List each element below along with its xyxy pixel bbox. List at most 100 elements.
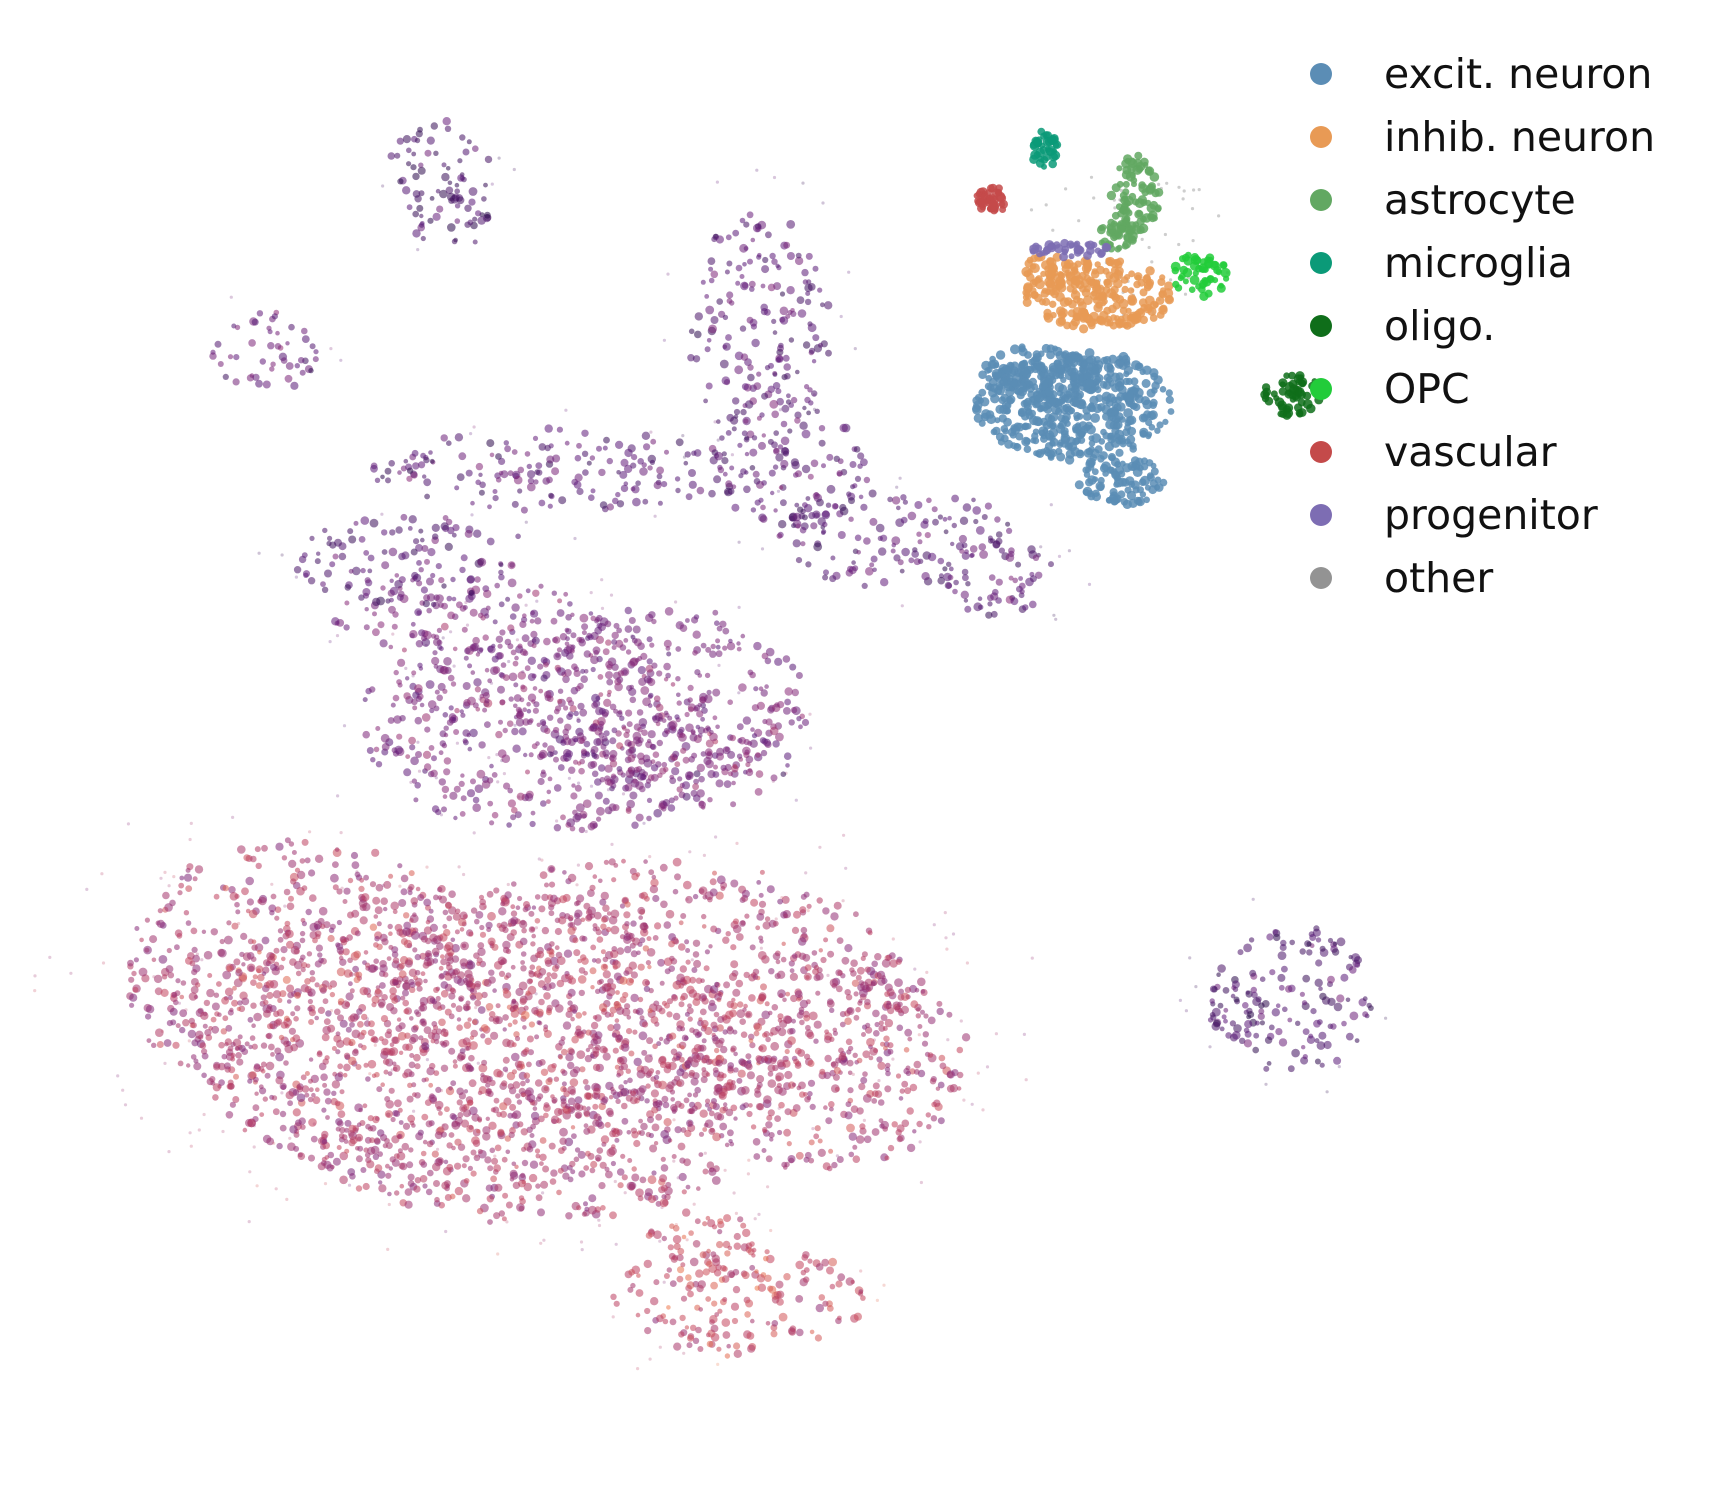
point <box>563 949 573 958</box>
point <box>803 1092 808 1097</box>
point <box>525 1087 534 1096</box>
point <box>751 435 758 441</box>
point <box>484 1037 492 1046</box>
point <box>913 558 921 566</box>
point <box>571 783 576 788</box>
point <box>459 958 468 967</box>
point <box>621 858 626 864</box>
point <box>514 811 522 819</box>
point <box>367 1126 374 1132</box>
point <box>588 1194 597 1203</box>
point <box>584 829 588 834</box>
point <box>432 1162 441 1172</box>
point <box>761 1010 770 1020</box>
point <box>519 937 528 946</box>
point <box>116 1074 120 1078</box>
point <box>876 1056 883 1063</box>
point <box>306 951 313 957</box>
point <box>179 875 185 881</box>
point <box>574 812 583 821</box>
point <box>544 882 549 888</box>
point <box>992 540 1001 549</box>
point <box>492 495 499 502</box>
point <box>932 518 939 526</box>
point <box>562 1172 570 1180</box>
point <box>441 1028 446 1033</box>
point <box>748 1038 754 1044</box>
point <box>726 291 734 299</box>
point <box>612 497 619 505</box>
point <box>331 617 340 626</box>
point <box>794 411 802 419</box>
point <box>652 751 660 758</box>
point <box>332 848 342 857</box>
point <box>294 575 298 579</box>
point <box>839 1021 846 1028</box>
point <box>820 956 827 964</box>
point <box>431 523 440 533</box>
point <box>391 623 398 630</box>
point <box>594 1044 601 1051</box>
point <box>342 948 350 956</box>
point <box>377 621 385 629</box>
point <box>595 958 602 964</box>
point <box>450 681 457 687</box>
point <box>401 1142 410 1151</box>
point <box>737 540 741 544</box>
point <box>492 666 501 674</box>
point <box>596 816 602 822</box>
point <box>578 826 586 834</box>
point <box>1289 939 1295 946</box>
point <box>355 1064 362 1070</box>
point <box>447 674 455 682</box>
point <box>736 646 742 652</box>
point <box>818 425 826 432</box>
point <box>354 930 361 937</box>
point <box>805 252 813 260</box>
point <box>603 698 612 708</box>
point <box>740 920 746 926</box>
point <box>581 429 589 437</box>
point <box>502 1066 509 1072</box>
point <box>673 795 679 801</box>
point <box>661 481 668 488</box>
point <box>821 463 826 469</box>
point <box>760 547 765 551</box>
point <box>901 1080 909 1088</box>
point <box>307 577 316 585</box>
point <box>510 814 517 821</box>
point <box>650 773 659 782</box>
point <box>900 494 907 501</box>
point <box>636 1095 641 1100</box>
point <box>988 574 996 581</box>
point <box>672 1012 681 1021</box>
point <box>746 211 754 219</box>
point <box>731 503 740 512</box>
point <box>745 1012 751 1018</box>
point <box>985 611 993 619</box>
point <box>792 953 798 959</box>
point <box>210 1016 217 1023</box>
point <box>367 568 373 574</box>
point <box>502 1056 510 1064</box>
point <box>596 936 604 943</box>
point <box>456 1122 462 1127</box>
point <box>812 334 820 342</box>
point <box>765 1121 773 1129</box>
point <box>553 756 559 763</box>
point <box>312 937 318 944</box>
point <box>557 698 563 704</box>
point <box>500 470 509 479</box>
point <box>589 884 596 891</box>
point <box>577 781 581 785</box>
point <box>308 1078 313 1084</box>
point <box>832 1073 840 1081</box>
point <box>831 1084 840 1093</box>
point <box>655 1113 663 1121</box>
point <box>772 372 778 377</box>
point <box>763 738 771 747</box>
point <box>714 835 718 839</box>
point <box>693 959 702 968</box>
point <box>538 968 547 976</box>
point <box>786 286 795 295</box>
